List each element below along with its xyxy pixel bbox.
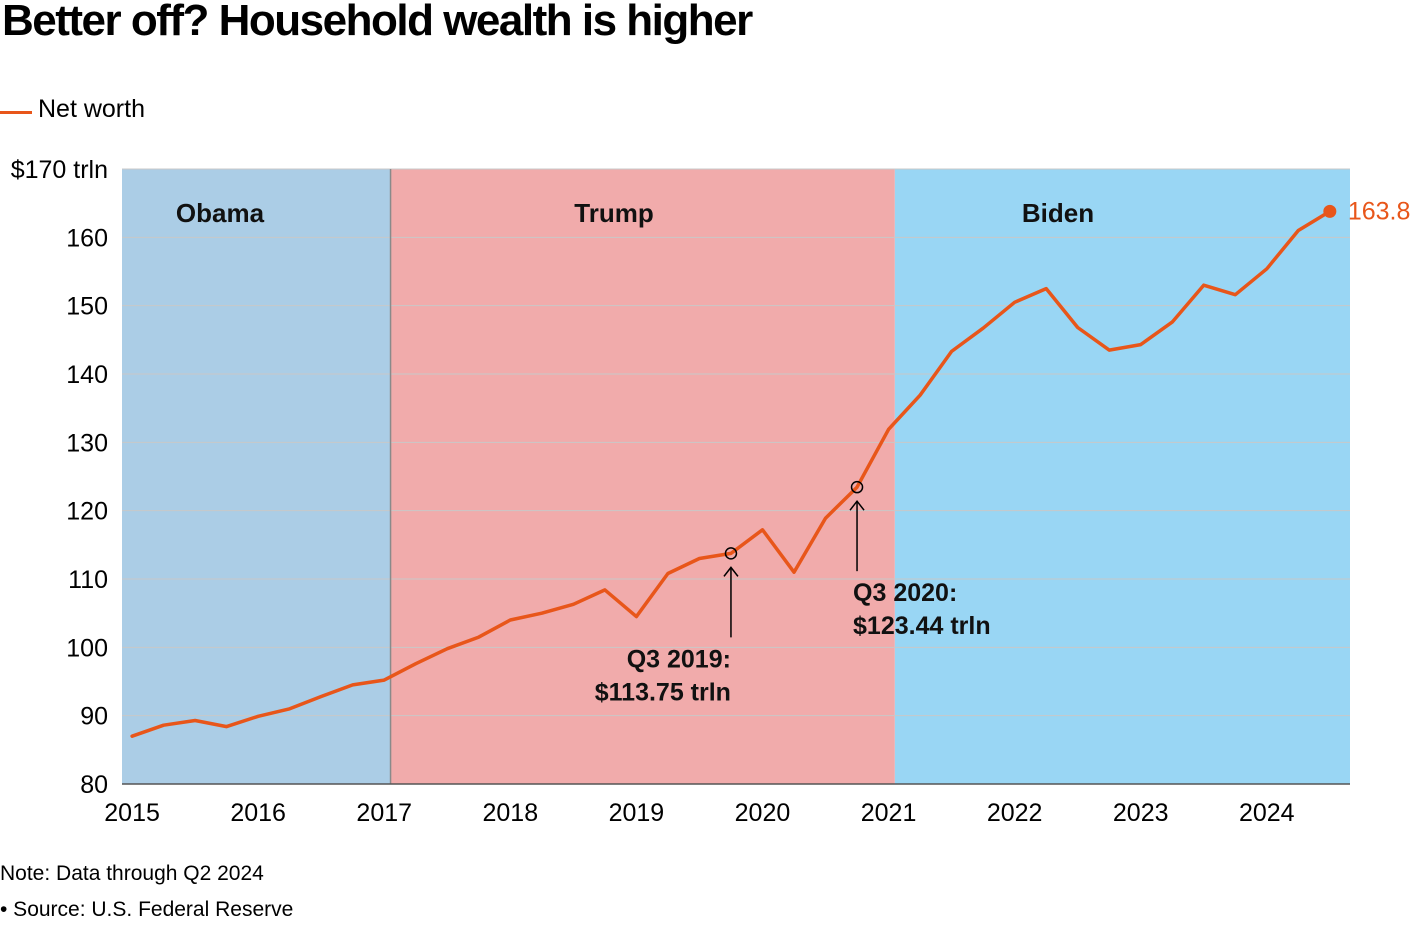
footnote-note: Note: Data through Q2 2024: [0, 862, 264, 885]
annotation-marker: [724, 547, 738, 560]
y-tick-label: 80: [80, 771, 108, 799]
chart-title: Better off? Household wealth is higher: [2, 0, 753, 45]
annotation-label: Q3 2019:: [627, 645, 731, 673]
legend-swatch: [0, 110, 32, 114]
x-tick-label: 2022: [987, 799, 1043, 827]
region-trump: [390, 169, 895, 784]
annotation-label: $113.75 trln: [595, 678, 731, 706]
last-point-marker: [1323, 204, 1337, 218]
region-label: Trump: [574, 198, 653, 228]
y-tick-label: $170 trln: [11, 156, 108, 184]
annotation-label: $123.44 trln: [853, 612, 991, 640]
last-value-label: 163.8: [1348, 197, 1411, 225]
x-tick-label: 2018: [483, 799, 539, 827]
x-tick-label: 2021: [861, 799, 917, 827]
y-tick-label: 100: [66, 634, 108, 662]
y-tick-label: 130: [66, 429, 108, 457]
x-tick-label: 2016: [230, 799, 286, 827]
region-biden: [894, 169, 1350, 784]
footnote-source: • Source: U.S. Federal Reserve: [0, 898, 294, 921]
region-label: Biden: [1022, 198, 1094, 228]
annotation-arrowhead: [849, 499, 865, 511]
y-tick-label: 120: [66, 498, 108, 526]
region-label: Obama: [176, 198, 265, 228]
x-tick-label: 2024: [1239, 799, 1295, 827]
y-tick-label: 140: [66, 361, 108, 389]
y-tick-label: 150: [66, 293, 108, 321]
net-worth-line: [130, 209, 1332, 738]
y-tick-label: 90: [80, 703, 108, 731]
x-tick-label: 2020: [735, 799, 791, 827]
legend-label: Net worth: [38, 94, 145, 123]
region-obama: [122, 169, 391, 784]
legend: Net worth: [0, 92, 145, 126]
annotation-label: Q3 2020:: [853, 579, 957, 607]
x-tick-label: 2019: [609, 799, 665, 827]
y-tick-label: 110: [68, 566, 108, 594]
annotation-arrowhead: [723, 566, 739, 577]
y-tick-label: 160: [66, 224, 108, 252]
x-tick-label: 2015: [104, 799, 160, 827]
x-tick-label: 2023: [1113, 799, 1169, 827]
x-tick-label: 2017: [356, 799, 412, 827]
annotation-marker: [850, 480, 864, 494]
